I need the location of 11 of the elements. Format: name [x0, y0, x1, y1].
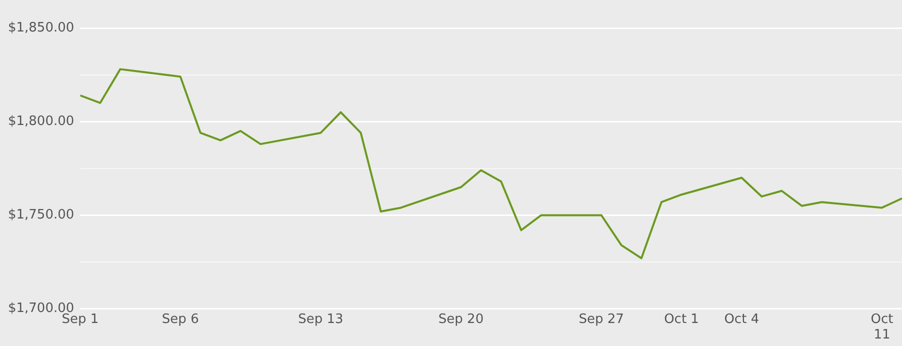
- x-tick-label: Sep 6: [162, 312, 199, 327]
- y-tick-label: $1,850.00: [8, 20, 74, 36]
- y-tick-label: $1,800.00: [8, 114, 74, 129]
- y-tick-label: $1,750.00: [8, 208, 74, 223]
- x-tick-label: Sep 13: [298, 312, 344, 327]
- x-tick-label: Sep 20: [438, 312, 484, 327]
- x-tick-label: Oct 4: [724, 312, 760, 327]
- x-tick-label: Sep 1: [62, 312, 99, 327]
- x-tick-label: Oct 11: [870, 312, 894, 343]
- x-tick-label: Oct 1: [664, 312, 699, 327]
- x-tick-label: Sep 27: [578, 312, 624, 327]
